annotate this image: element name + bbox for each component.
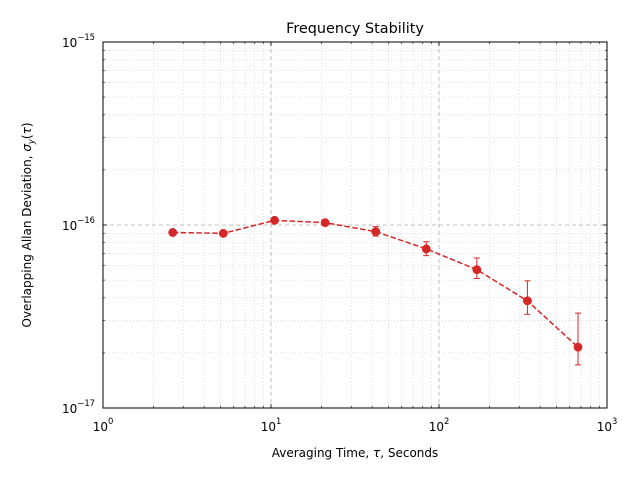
x-tick-label: 100 bbox=[93, 416, 114, 434]
data-point bbox=[320, 218, 330, 228]
axis-ticks bbox=[102, 41, 608, 409]
y-tick-label: 10−17 bbox=[62, 398, 95, 416]
y-tick-label: 10−16 bbox=[62, 215, 95, 233]
x-tick-label: 102 bbox=[429, 416, 450, 434]
data-point bbox=[270, 215, 280, 225]
x-tick-label: 101 bbox=[261, 416, 282, 434]
data-point bbox=[371, 227, 381, 237]
y-tick-label: 10−15 bbox=[62, 32, 95, 50]
y-tick-labels: 10−17 10−16 10−15 bbox=[62, 32, 95, 416]
data-point bbox=[573, 342, 583, 352]
major-grid bbox=[103, 42, 607, 408]
x-tick-labels: 100 101 102 103 bbox=[93, 416, 618, 434]
x-tick-label: 103 bbox=[597, 416, 618, 434]
data-point bbox=[168, 228, 178, 237]
data-point bbox=[472, 265, 482, 275]
x-axis-label: Averaging Time, τ, Seconds bbox=[272, 446, 439, 460]
data-point bbox=[421, 244, 431, 254]
data-point bbox=[522, 296, 532, 306]
y-axis-label: Overlapping Allan Deviation, σy(τ) bbox=[20, 122, 36, 327]
data-point bbox=[218, 228, 228, 238]
chart-title: Frequency Stability bbox=[286, 21, 424, 37]
data-series bbox=[168, 215, 583, 366]
